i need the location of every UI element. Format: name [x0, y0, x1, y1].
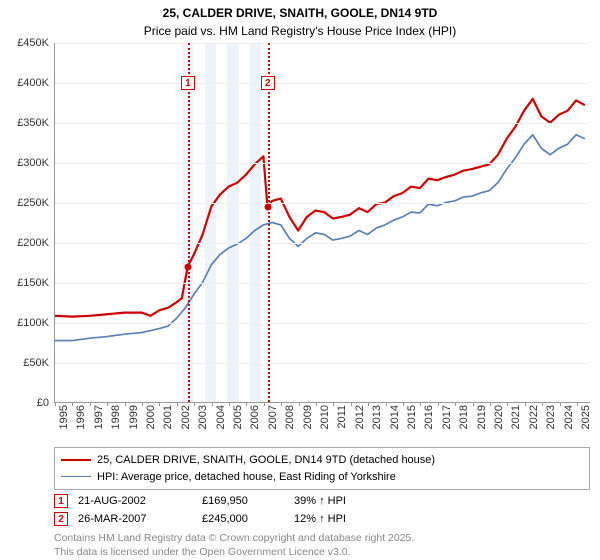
gridline-h — [55, 83, 590, 84]
event-row-date: 21-AUG-2002 — [70, 495, 200, 507]
sale-point — [184, 264, 191, 271]
event-row: 226-MAR-2007£245,00012% ↑ HPI — [54, 512, 590, 526]
y-tick-label: £200K — [9, 237, 49, 249]
y-tick-label: £0 — [9, 397, 49, 409]
gridline-h — [55, 283, 590, 284]
legend-label: HPI: Average price, detached house, East… — [97, 469, 396, 486]
event-vline — [188, 43, 190, 402]
y-tick-label: £300K — [9, 157, 49, 169]
gridline-h — [55, 203, 590, 204]
copyright-line-1: Contains HM Land Registry data © Crown c… — [54, 532, 590, 546]
legend-row: HPI: Average price, detached house, East… — [61, 469, 583, 486]
chart-subtitle: Price paid vs. HM Land Registry's House … — [8, 24, 592, 40]
event-table: 121-AUG-2002£169,95039% ↑ HPI 226-MAR-200… — [54, 494, 590, 526]
event-row-price: £169,950 — [202, 495, 292, 507]
event-marker: 2 — [261, 76, 275, 90]
sale-point — [264, 204, 271, 211]
series-line-hpi — [55, 135, 585, 341]
y-tick-label: £400K — [9, 77, 49, 89]
legend: 25, CALDER DRIVE, SNAITH, GOOLE, DN14 9T… — [54, 447, 590, 490]
copyright-line-2: This data is licensed under the Open Gov… — [54, 546, 590, 560]
chart-title: 25, CALDER DRIVE, SNAITH, GOOLE, DN14 9T… — [8, 6, 592, 22]
chart-lines-svg — [55, 43, 590, 402]
y-tick-label: £250K — [9, 197, 49, 209]
y-tick-label: £50K — [9, 357, 49, 369]
copyright-notice: Contains HM Land Registry data © Crown c… — [54, 532, 590, 559]
event-row-delta: 39% ↑ HPI — [294, 495, 394, 507]
gridline-h — [55, 363, 590, 364]
event-row-delta: 12% ↑ HPI — [294, 513, 394, 525]
event-row-price: £245,000 — [202, 513, 292, 525]
gridline-h — [55, 43, 590, 44]
legend-swatch — [61, 459, 91, 461]
event-row-marker: 2 — [54, 512, 68, 526]
x-axis-ticks: 1995199619971998199920002001200220032004… — [54, 403, 590, 443]
legend-row: 25, CALDER DRIVE, SNAITH, GOOLE, DN14 9T… — [61, 452, 583, 469]
legend-label: 25, CALDER DRIVE, SNAITH, GOOLE, DN14 9T… — [97, 452, 435, 469]
gridline-h — [55, 323, 590, 324]
event-vline — [268, 43, 270, 402]
y-tick-label: £350K — [9, 117, 49, 129]
event-row-marker: 1 — [54, 494, 68, 508]
gridline-h — [55, 123, 590, 124]
event-marker: 1 — [181, 76, 195, 90]
event-row-date: 26-MAR-2007 — [70, 513, 200, 525]
gridline-h — [55, 243, 590, 244]
event-row: 121-AUG-2002£169,95039% ↑ HPI — [54, 494, 590, 508]
plot-area: £0£50K£100K£150K£200K£250K£300K£350K£400… — [54, 43, 590, 403]
x-tick-label: 2025 — [580, 405, 600, 429]
gridline-h — [55, 163, 590, 164]
y-tick-label: £450K — [9, 37, 49, 49]
y-tick-label: £100K — [9, 317, 49, 329]
y-tick-label: £150K — [9, 277, 49, 289]
legend-swatch — [61, 476, 91, 477]
